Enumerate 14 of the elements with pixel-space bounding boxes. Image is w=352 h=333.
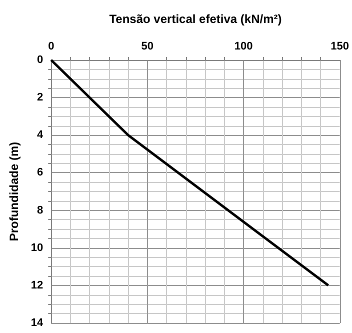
y-tick-label: 2 (37, 92, 44, 104)
x-tick-label: 150 (330, 40, 350, 52)
y-tick-label: 8 (37, 204, 44, 216)
y-tick-label: 12 (30, 279, 44, 292)
y-tick-label: 4 (37, 129, 44, 142)
y-tick-label: 14 (30, 317, 44, 329)
y-tick-label: 10 (30, 242, 44, 254)
x-axis-title: Tensão vertical efetiva (kN/m²) (109, 12, 282, 26)
y-tick-label: 6 (37, 166, 44, 179)
x-tick-label: 50 (141, 40, 154, 52)
y-tick-label: 0 (37, 54, 44, 66)
y-axis-title: Profundidade (m) (7, 142, 21, 242)
x-tick-label: 0 (48, 40, 54, 52)
x-tick-label: 100 (234, 40, 253, 52)
